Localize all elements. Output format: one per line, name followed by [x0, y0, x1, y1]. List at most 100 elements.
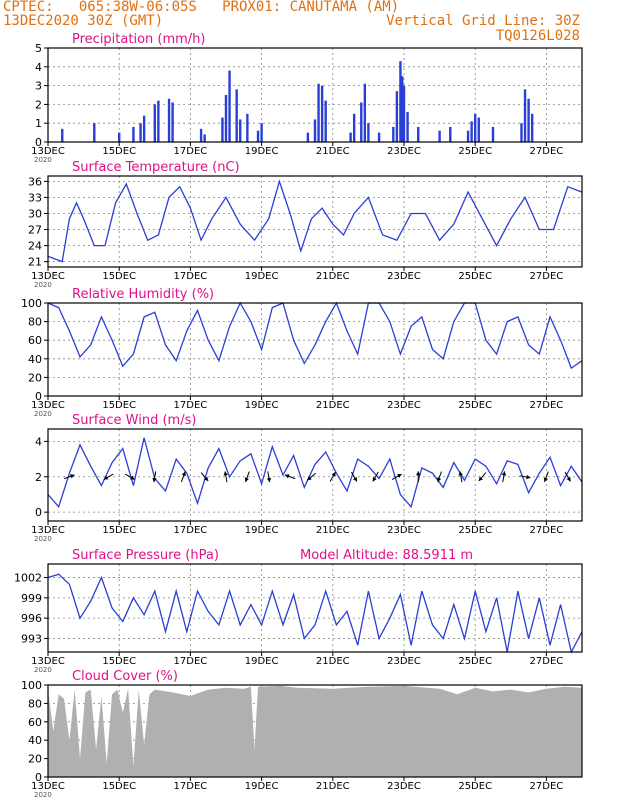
x-tick-label: 27DEC [530, 525, 564, 536]
precip-bar [477, 117, 480, 142]
panel-title: Relative Humidity (%) [72, 287, 214, 302]
precip-bar [449, 126, 452, 142]
precip-bar [203, 134, 206, 142]
run-code: TQ0126L028 [495, 28, 580, 44]
y-tick-label: 24 [28, 240, 42, 253]
y-tick-label: 2 [35, 471, 42, 484]
panel-frame [47, 47, 583, 143]
wind-arrow-head [416, 471, 421, 476]
wind-arrow-head [284, 474, 290, 479]
wind-arrow-head [223, 471, 228, 476]
x-tick-label: 27DEC [530, 781, 564, 792]
precip-bar [349, 132, 352, 142]
precip-bar [377, 132, 381, 142]
precip-bar [139, 123, 142, 142]
x-tick-label: 19DEC [245, 400, 279, 411]
x-year-label: 2020 [34, 535, 52, 543]
wind-arrow [200, 472, 209, 482]
wind-arrow-head [244, 477, 249, 482]
wind-arrow-head [307, 476, 312, 481]
x-tick-label: 25DEC [458, 656, 492, 667]
wind-arrow [180, 471, 186, 483]
x-tick-label: 21DEC [316, 271, 350, 282]
x-tick-label: 19DEC [245, 271, 279, 282]
wind-arrow [223, 471, 228, 483]
x-year-label: 2020 [34, 791, 52, 799]
wind-arrow-head [566, 476, 571, 482]
wind-arrow [478, 472, 487, 482]
wind-arrow [564, 471, 571, 482]
x-tick-label: 25DEC [458, 271, 492, 282]
y-tick-label: 1002 [14, 572, 42, 585]
y-tick-label: 5 [35, 42, 42, 55]
x-tick-label: 27DEC [530, 400, 564, 411]
panel-frame [47, 302, 583, 397]
wind-arrow-head [353, 476, 357, 482]
wind-arrow-head [130, 475, 135, 480]
precip-bar [395, 91, 399, 142]
x-year-label: 2020 [34, 156, 52, 164]
grid-note: Vertical Grid Line: 30Z [386, 13, 580, 29]
series-line [47, 573, 583, 654]
x-tick-label: 21DEC [316, 656, 350, 667]
wind-arrow-head [203, 476, 209, 481]
wind-arrow [437, 471, 442, 483]
header-line-1: CPTEC: 065:38W-06:05S PROX01: CANUTAMA (… [3, 0, 400, 15]
precip-bar [363, 83, 367, 142]
precip-bar [153, 104, 156, 142]
wind-arrow-head [543, 477, 548, 482]
x-tick-label: 13DEC [31, 146, 65, 157]
x-tick-label: 15DEC [102, 525, 136, 536]
x-tick-label: 17DEC [174, 656, 208, 667]
x-tick-label: 17DEC [174, 400, 208, 411]
wind-arrow-head [266, 477, 272, 483]
panel-title: Cloud Cover (%) [72, 669, 178, 684]
y-tick-label: 4 [35, 435, 42, 448]
y-tick-label: 40 [28, 734, 42, 747]
wind-arrow-head [372, 476, 377, 482]
precip-bar [527, 98, 530, 142]
x-tick-label: 25DEC [458, 146, 492, 157]
y-tick-label: 80 [28, 316, 42, 329]
precip-bar [402, 85, 406, 142]
x-tick-label: 13DEC [31, 781, 65, 792]
x-tick-label: 23DEC [387, 146, 421, 157]
series-line [47, 301, 583, 370]
x-tick-label: 25DEC [458, 781, 492, 792]
precip-bar [360, 102, 363, 142]
wind-arrow [543, 471, 549, 483]
wind-arrow [244, 471, 250, 483]
y-tick-label: 60 [28, 334, 42, 347]
panel-title: Precipitation (mm/h) [72, 32, 205, 47]
x-tick-label: 27DEC [530, 146, 564, 157]
x-tick-label: 21DEC [316, 146, 350, 157]
wind-arrow [152, 471, 157, 483]
wind-arrow-head [526, 474, 531, 480]
y-tick-label: 33 [28, 191, 42, 204]
x-year-label: 2020 [34, 410, 52, 418]
precip-bar [438, 130, 441, 142]
x-tick-label: 23DEC [387, 525, 421, 536]
y-tick-label: 0 [35, 771, 42, 784]
wind-arrow [103, 473, 114, 480]
x-tick-label: 23DEC [387, 656, 421, 667]
wind-arrow-head [458, 471, 463, 476]
precip-bar [167, 98, 171, 142]
y-tick-label: 100 [21, 679, 42, 692]
precip-bar [118, 132, 121, 142]
y-tick-label: 40 [28, 353, 42, 366]
wind-arrow [501, 471, 507, 483]
wind-arrow-head [478, 476, 484, 481]
panel-frame [47, 684, 583, 778]
y-tick-label: 4 [35, 61, 42, 74]
x-tick-label: 13DEC [31, 525, 65, 536]
precip-bar [199, 128, 203, 142]
y-tick-label: 0 [35, 390, 42, 403]
precip-bar [401, 76, 404, 142]
wind-arrow [372, 471, 379, 482]
y-tick-label: 3 [35, 80, 42, 93]
precip-bar [352, 113, 356, 142]
precip-bar [317, 83, 320, 142]
y-tick-label: 80 [28, 697, 42, 710]
